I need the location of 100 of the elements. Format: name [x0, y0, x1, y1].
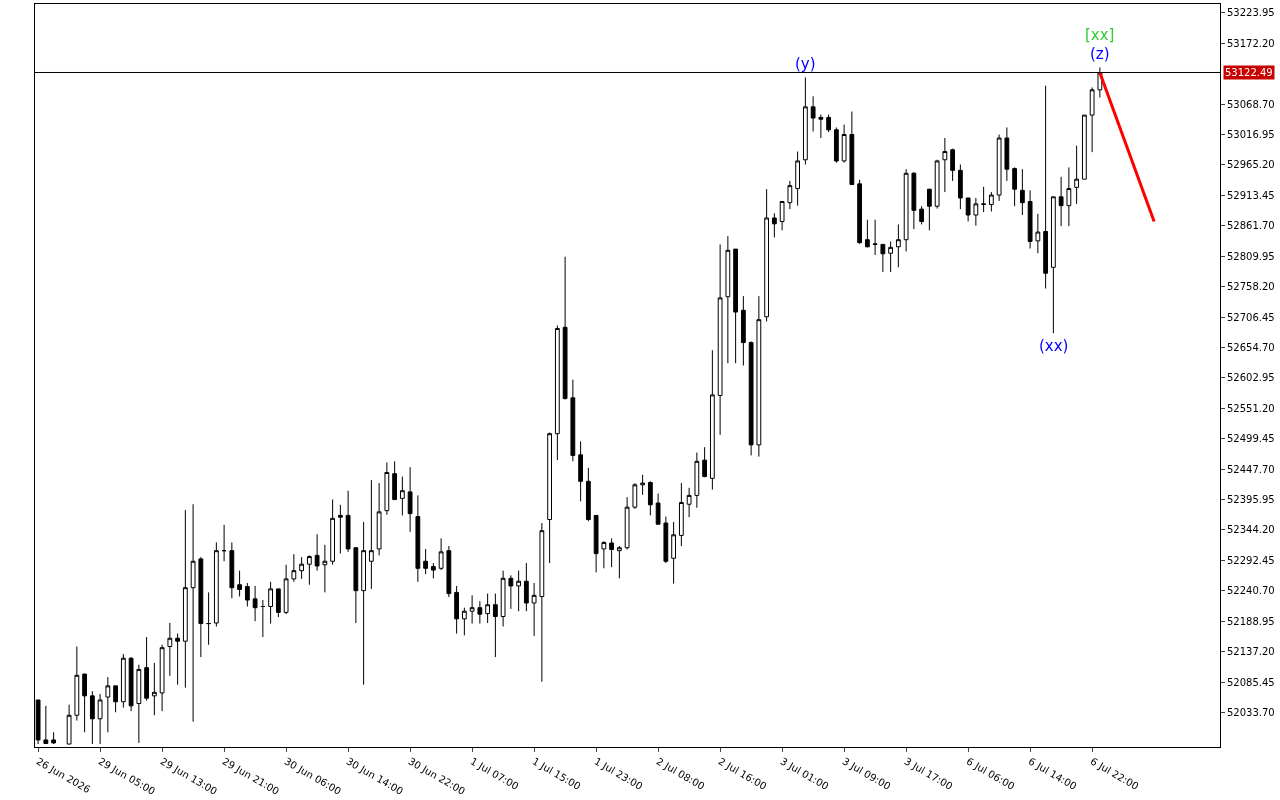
y-tick-label: 52240.70	[1227, 585, 1275, 597]
candlestick	[283, 564, 289, 615]
y-tick-label: 52654.70	[1227, 341, 1275, 353]
ref-line-label: 53122.49	[1225, 67, 1273, 78]
candlestick	[151, 662, 157, 716]
candlestick	[764, 188, 770, 322]
candlestick	[175, 633, 180, 686]
candlestick	[275, 588, 281, 618]
candlestick	[849, 111, 855, 185]
candlestick	[376, 482, 382, 556]
candlestick	[105, 676, 111, 733]
candlestick	[787, 180, 793, 210]
candlestick	[601, 540, 607, 569]
candlestick	[888, 240, 894, 273]
candlestick	[508, 574, 514, 610]
candlestick	[678, 482, 684, 547]
candlestick	[221, 524, 227, 562]
annotation: [xx]	[1085, 26, 1115, 44]
candlestick	[299, 556, 304, 580]
candlestick	[337, 504, 343, 555]
candlestick	[89, 690, 95, 745]
candlestick	[988, 191, 994, 212]
candlestick	[632, 482, 638, 510]
candlestick	[950, 148, 956, 182]
candlestick	[895, 223, 901, 268]
candlestick	[384, 462, 390, 516]
candlestick	[733, 248, 739, 364]
y-tick-label: 53223.95	[1227, 7, 1275, 19]
candlestick	[198, 556, 204, 658]
candlestick	[748, 340, 754, 456]
candlestick	[771, 212, 777, 238]
candlestick	[655, 493, 661, 525]
y-tick-label: 53172.20	[1227, 37, 1275, 49]
y-tick-label: 52137.20	[1227, 646, 1275, 658]
candlestick	[51, 731, 56, 745]
candlestick	[353, 547, 359, 624]
candlestick	[244, 582, 250, 608]
annotation: (y)	[795, 55, 816, 73]
candlestick	[795, 151, 801, 207]
y-tick-label: 52913.45	[1227, 189, 1275, 201]
candlestick	[826, 114, 832, 133]
y-tick-label: 52861.70	[1227, 220, 1275, 232]
candlestick	[74, 645, 80, 722]
candlestick	[779, 200, 785, 231]
candlestick	[330, 499, 336, 566]
candlestick	[113, 685, 118, 713]
annotation: (xx)	[1039, 337, 1069, 355]
candlestick	[159, 644, 165, 712]
candlestick	[500, 570, 506, 627]
candlestick	[1012, 166, 1018, 207]
candlestick	[965, 197, 971, 222]
candlestick	[82, 673, 87, 733]
candlestick	[314, 533, 320, 572]
candlestick	[1043, 85, 1049, 289]
candlestick	[1074, 145, 1080, 205]
candlestick	[640, 474, 646, 496]
candlestick	[593, 514, 599, 573]
y-tick-label: 52551.20	[1227, 402, 1275, 414]
candlestick	[609, 537, 615, 568]
candlestick	[469, 594, 475, 625]
candlestick	[237, 570, 242, 598]
candlestick	[322, 544, 328, 593]
candlestick	[66, 704, 72, 745]
candlestick	[756, 295, 762, 458]
candlestick	[818, 114, 824, 139]
candlestick	[841, 124, 847, 164]
candlestick	[399, 476, 405, 516]
candlestick	[663, 516, 669, 564]
candlestick	[531, 582, 537, 637]
candlestick	[802, 76, 808, 165]
candlestick	[671, 521, 677, 585]
candlestick	[182, 509, 188, 689]
y-tick-label: 52447.70	[1227, 463, 1275, 475]
candlestick	[492, 593, 498, 658]
candlestick	[857, 179, 863, 245]
y-tick-label: 52809.95	[1227, 250, 1275, 262]
candlestick	[252, 585, 258, 622]
candlestick	[485, 593, 491, 624]
y-tick-label: 52706.45	[1227, 311, 1275, 323]
candlestick	[268, 581, 273, 625]
candlestick	[407, 466, 413, 533]
candlestick	[260, 599, 266, 638]
candlestick	[345, 490, 351, 553]
candlestick	[190, 503, 196, 723]
y-tick-label: 52758.20	[1227, 281, 1275, 293]
candlestick	[616, 545, 622, 579]
candlestick	[810, 95, 816, 133]
y-tick-label: 52292.45	[1227, 554, 1275, 566]
candlestick	[97, 693, 103, 745]
candlestick	[461, 607, 467, 636]
candlestick	[981, 186, 987, 213]
candlestick	[1066, 166, 1072, 227]
y-tick-label: 52085.45	[1227, 676, 1275, 688]
candlestick	[919, 205, 925, 225]
candlestick	[694, 452, 700, 509]
y-tick-label: 53068.70	[1227, 98, 1275, 110]
candlestick	[1050, 196, 1056, 334]
candlestick	[996, 134, 1002, 202]
candlestick	[686, 487, 692, 518]
candlestick	[1058, 176, 1064, 227]
